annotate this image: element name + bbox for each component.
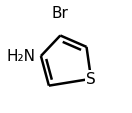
Text: H₂N: H₂N xyxy=(6,49,35,64)
Text: Br: Br xyxy=(52,5,69,20)
Text: S: S xyxy=(86,72,96,87)
